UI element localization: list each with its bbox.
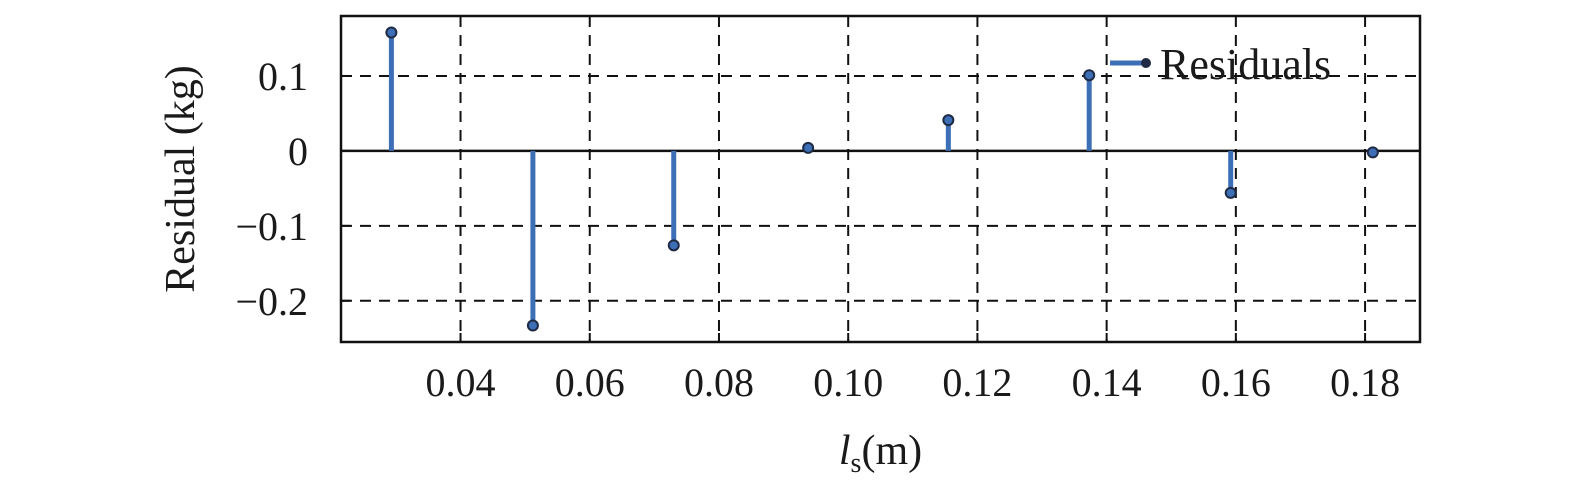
plot-frame [339, 14, 1422, 344]
x-axis-symbol: l [839, 428, 851, 474]
residual-marker [1366, 146, 1379, 159]
x-axis-subscript: s [851, 448, 862, 479]
x-tick-label: 0.04 [426, 360, 496, 405]
x-tick-label: 0.12 [942, 360, 1012, 405]
residual-marker [526, 319, 539, 332]
x-axis-title: ls(m) [839, 428, 922, 479]
plot-border [339, 14, 1422, 344]
x-tick-label: 0.14 [1072, 360, 1142, 405]
residual-marker [1224, 186, 1237, 199]
residual-marker [667, 239, 680, 252]
x-tick-label: 0.18 [1330, 360, 1400, 405]
residual-marker [942, 114, 955, 127]
stems [385, 26, 1379, 332]
grid [341, 16, 1420, 342]
residual-marker [385, 26, 398, 39]
y-tick-label: 0 [288, 129, 308, 174]
x-tick-label: 0.16 [1201, 360, 1271, 405]
y-tick-label: −0.2 [235, 279, 308, 324]
y-axis-title: Residual (kg) [158, 65, 204, 292]
residual-marker [802, 141, 815, 154]
y-tick-label: −0.1 [235, 204, 308, 249]
legend: Residuals [1110, 40, 1331, 89]
legend-entry-residuals: Residuals [1160, 40, 1331, 89]
residual-marker [1083, 69, 1096, 82]
x-tick-label: 0.06 [555, 360, 625, 405]
x-tick-label: 0.08 [684, 360, 754, 405]
x-axis-unit: (m) [861, 428, 922, 474]
legend-marker-swatch [1141, 58, 1151, 68]
ticks: 0.04 0.06 0.08 0.10 0.12 0.14 0.16 0.18−0.2−0.1… [235, 54, 1400, 405]
x-tick-label: 0.10 [813, 360, 883, 405]
y-tick-label: 0.1 [258, 54, 308, 99]
